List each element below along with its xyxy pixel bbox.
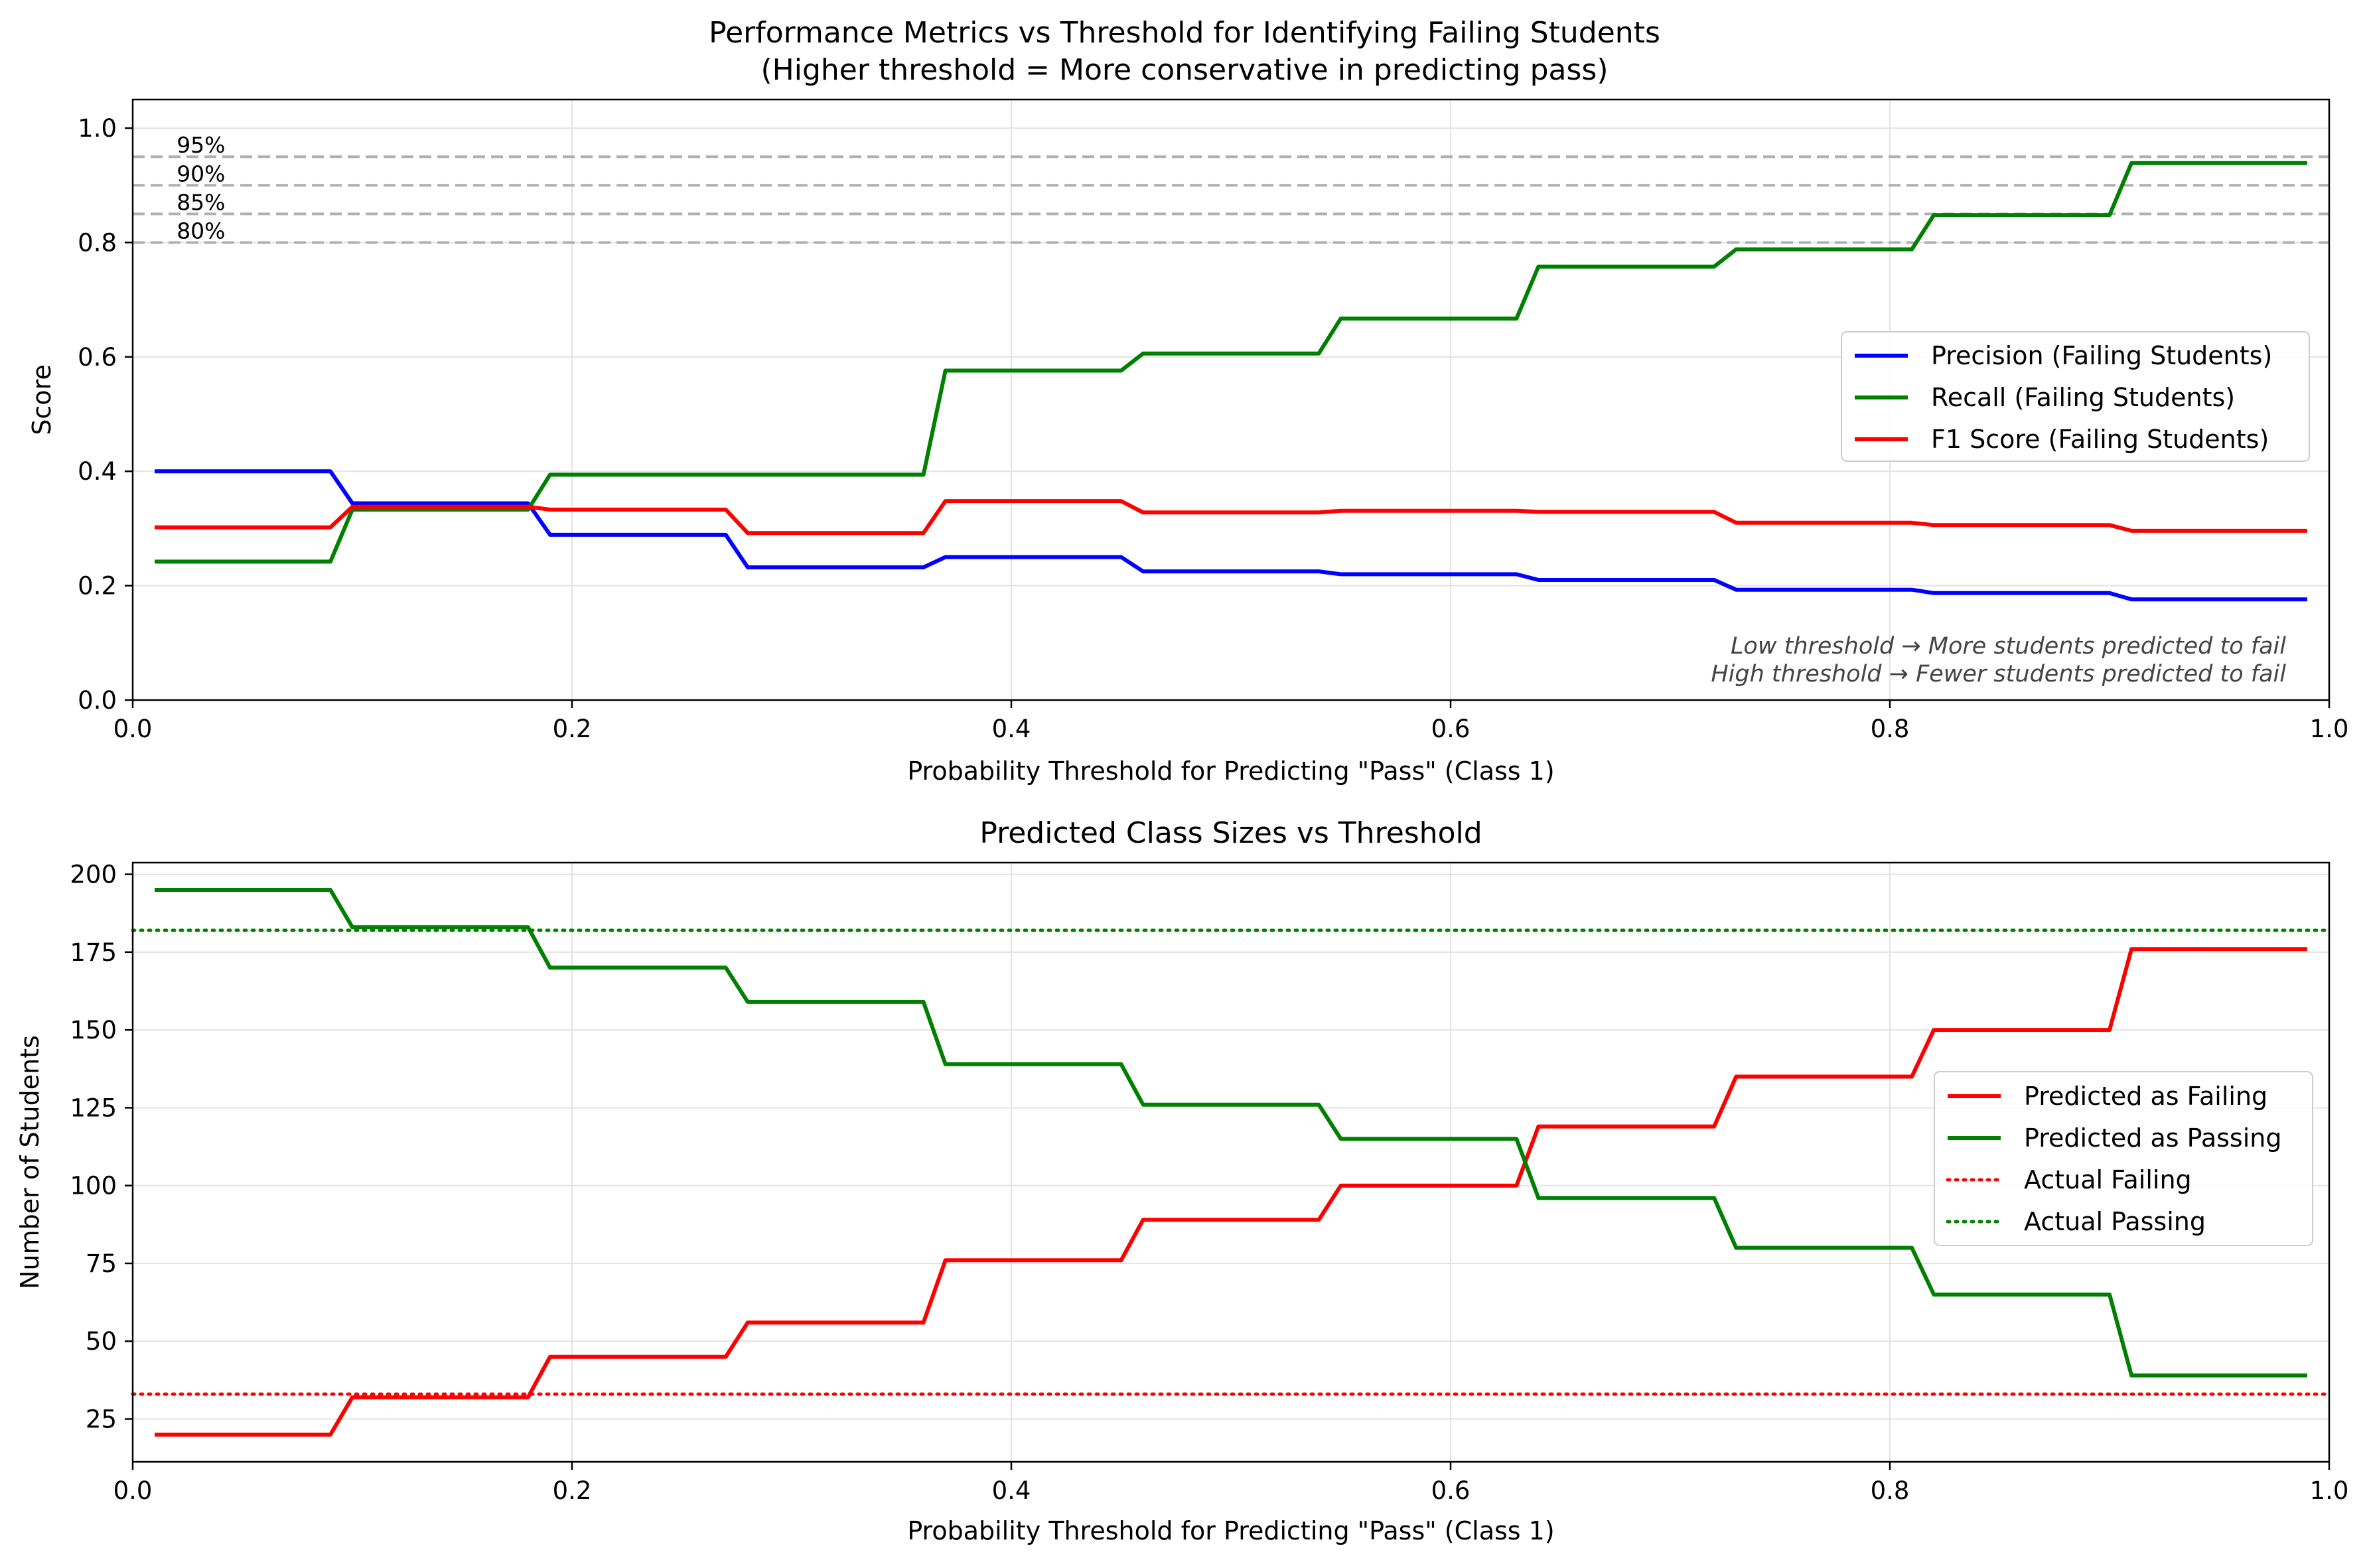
x-tick-label: 0.8 bbox=[1871, 715, 1910, 743]
metrics-chart: Performance Metrics vs Threshold for Ide… bbox=[27, 16, 2348, 786]
class-sizes-y-ticks: 25 50 75 100 125 150 175 200 bbox=[70, 861, 133, 1434]
y-tick-label: 175 bbox=[70, 938, 117, 967]
y-tick-label: 50 bbox=[86, 1327, 117, 1356]
x-tick-label: 0.4 bbox=[992, 715, 1031, 743]
legend-label-actual-passing: Actual Passing bbox=[2024, 1207, 2206, 1236]
class-sizes-y-axis-label: Number of Students bbox=[15, 1035, 44, 1289]
class-sizes-x-ticks: 0.0 0.2 0.4 0.6 0.8 1.0 bbox=[113, 1462, 2349, 1505]
class-sizes-plot-frame bbox=[131, 861, 2331, 1463]
legend-label-precision: Precision (Failing Students) bbox=[1931, 341, 2272, 370]
class-sizes-legend-box bbox=[1934, 1071, 2313, 1246]
reference-label-90: 90% bbox=[177, 161, 225, 186]
class-sizes-x-axis-label: Probability Threshold for Predicting "Pa… bbox=[907, 1516, 1554, 1545]
reference-label-80: 80% bbox=[177, 218, 225, 244]
metrics-series bbox=[155, 161, 2307, 602]
metrics-note-low-threshold: Low threshold → More students predicted … bbox=[1731, 633, 2286, 660]
x-tick-label: 1.0 bbox=[2310, 715, 2349, 743]
series-line-predicted-as-passing bbox=[155, 888, 2307, 1378]
metrics-chart-subtitle: (Higher threshold = More conservative in… bbox=[761, 53, 1609, 87]
y-tick-label: 0.8 bbox=[78, 228, 117, 257]
metrics-note-high-threshold: High threshold → Fewer students predicte… bbox=[1711, 661, 2286, 687]
reference-label-85: 85% bbox=[177, 189, 225, 215]
x-tick-label: 0.0 bbox=[113, 715, 153, 743]
metrics-chart-title: Performance Metrics vs Threshold for Ide… bbox=[709, 16, 1660, 50]
legend-label-predicted-failing: Predicted as Failing bbox=[2024, 1082, 2267, 1111]
x-tick-label: 0.6 bbox=[1431, 715, 1471, 743]
y-tick-label: 200 bbox=[70, 861, 117, 889]
y-tick-label: 1.0 bbox=[78, 114, 117, 143]
metrics-y-ticks: 0.0 0.2 0.4 0.6 0.8 1.0 bbox=[78, 114, 133, 715]
x-tick-label: 0.2 bbox=[553, 1476, 592, 1505]
series-line-predicted-as-failing bbox=[155, 947, 2307, 1437]
y-tick-label: 125 bbox=[70, 1094, 117, 1122]
y-tick-label: 0.0 bbox=[78, 686, 117, 715]
y-tick-label: 0.4 bbox=[78, 457, 117, 486]
x-tick-label: 0.2 bbox=[553, 715, 592, 743]
x-tick-label: 0.4 bbox=[992, 1476, 1031, 1505]
x-tick-label: 0.0 bbox=[113, 1476, 153, 1505]
y-tick-label: 75 bbox=[86, 1249, 117, 1278]
metrics-x-axis-label: Probability Threshold for Predicting "Pa… bbox=[907, 756, 1554, 786]
class-sizes-legend: Predicted as Failing Predicted as Passin… bbox=[1934, 1071, 2313, 1246]
x-tick-label: 1.0 bbox=[2310, 1476, 2349, 1505]
y-tick-label: 25 bbox=[86, 1405, 117, 1434]
class-sizes-chart: Predicted Class Sizes vs Threshold 0.0 0.… bbox=[15, 816, 2348, 1545]
y-tick-label: 150 bbox=[70, 1016, 117, 1044]
metrics-legend-box bbox=[1841, 331, 2310, 462]
y-tick-label: 0.6 bbox=[78, 343, 117, 372]
class-sizes-chart-title: Predicted Class Sizes vs Threshold bbox=[979, 816, 1482, 850]
metrics-reference-lines: 95% 90% 85% 80% bbox=[133, 132, 2329, 244]
legend-label-recall: Recall (Failing Students) bbox=[1931, 383, 2235, 412]
series-line-recall-failing-students bbox=[155, 161, 2307, 564]
legend-label-predicted-passing: Predicted as Passing bbox=[2024, 1123, 2281, 1153]
metrics-plot-frame bbox=[131, 98, 2331, 701]
legend-label-f1: F1 Score (Failing Students) bbox=[1931, 425, 2269, 454]
class-sizes-series bbox=[131, 888, 2331, 1437]
x-tick-label: 0.6 bbox=[1431, 1476, 1471, 1505]
legend-label-actual-failing: Actual Failing bbox=[2024, 1165, 2192, 1194]
series-line-f1-score-failing-students bbox=[155, 499, 2307, 535]
y-tick-label: 0.2 bbox=[78, 572, 117, 601]
metrics-x-ticks: 0.0 0.2 0.4 0.6 0.8 1.0 bbox=[113, 700, 2349, 743]
y-tick-label: 100 bbox=[70, 1172, 117, 1200]
metrics-y-axis-label: Score bbox=[27, 364, 56, 435]
metrics-legend: Precision (Failing Students) Recall (Fai… bbox=[1841, 331, 2310, 462]
series-line-precision-failing-students bbox=[155, 469, 2307, 602]
reference-label-95: 95% bbox=[177, 132, 225, 158]
x-tick-label: 0.8 bbox=[1871, 1476, 1910, 1505]
